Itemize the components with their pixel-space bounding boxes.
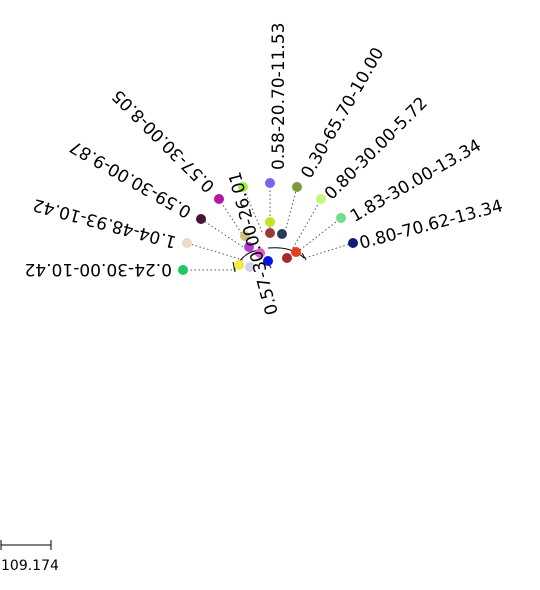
leaf-label: 0.24-30.00-10.42: [25, 259, 172, 279]
leaf-guide-line: [299, 217, 342, 251]
leaf-label: 0.57-30.00-26.01: [225, 169, 282, 317]
internal-node: [240, 231, 250, 241]
leaf-node: [336, 213, 346, 223]
leaf-guide-line: [186, 242, 244, 261]
leaf-guide-line: [200, 218, 247, 250]
internal-node: [245, 262, 255, 272]
branch-tick: [301, 252, 307, 261]
leaf-node: [178, 265, 188, 275]
leaf-guide-line: [292, 198, 322, 249]
internal-node: [244, 242, 254, 252]
internal-node: [265, 217, 275, 227]
leaf-guide-line: [304, 242, 354, 259]
leaf-node: [292, 182, 302, 192]
scale-bar: 109.174: [0, 540, 59, 574]
leaf-guide-line: [284, 186, 298, 233]
internal-node: [263, 256, 273, 266]
internal-node: [277, 229, 287, 239]
internal-node: [265, 228, 275, 238]
leaf-label: 0.58-20.70-11.53: [269, 23, 289, 170]
internal-nodes: [234, 217, 301, 272]
internal-node: [282, 253, 292, 263]
root-arc-right: [267, 247, 305, 259]
leaf-labels: 0.24-30.00-10.421.04-48.93-10.420.59-30.…: [25, 23, 506, 318]
leaf-guide-line: [242, 186, 263, 233]
leaf-node: [316, 194, 326, 204]
leaf-node: [196, 214, 206, 224]
leaf-node: [182, 238, 192, 248]
internal-node: [291, 247, 301, 257]
leaf-node: [238, 182, 248, 192]
leaf-guide-lines: [183, 183, 354, 271]
leaf-node: [214, 194, 224, 204]
internal-node: [255, 248, 265, 258]
leaf-node: [265, 178, 275, 188]
internal-node: [234, 260, 244, 270]
scale-bar-label: 109.174: [1, 558, 59, 574]
leaf-nodes: [178, 178, 358, 275]
leaf-node: [348, 238, 358, 248]
